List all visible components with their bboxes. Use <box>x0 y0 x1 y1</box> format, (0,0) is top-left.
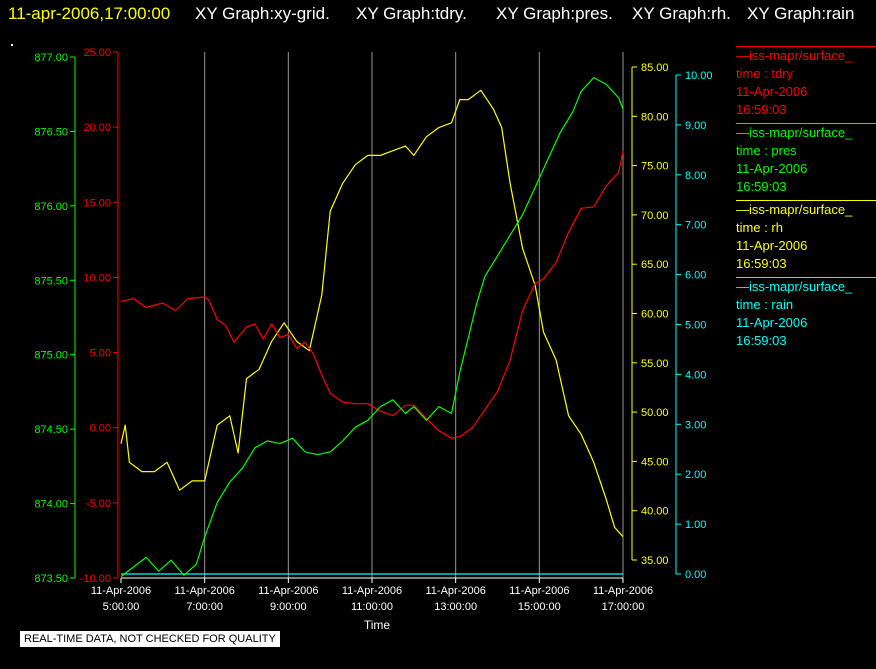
rain-tick-label: 1.00 <box>685 519 706 531</box>
rain-tick-label: 2.00 <box>685 469 706 481</box>
legend-series-date: 11-Apr-2006 <box>736 315 808 330</box>
graph-name-rain: XY Graph:rain <box>747 4 855 23</box>
rain-tick-label: 10.00 <box>685 70 713 82</box>
rain-tick-label: 5.00 <box>685 320 706 332</box>
legend-item-rain[interactable]: —iss-mapr/surface_ time : rain 11-Apr-20… <box>736 277 876 350</box>
legend-item-tdry[interactable]: —iss-mapr/surface_ time : tdry 11-Apr-20… <box>736 46 876 119</box>
rain-tick-label: 4.00 <box>685 369 706 381</box>
tdry-tick-label: 20.00 <box>83 122 111 134</box>
legend-series-name: —iss-mapr/surface_ <box>736 202 853 217</box>
pres-tick-label: 875.50 <box>34 275 68 287</box>
legend: —iss-mapr/surface_ time : tdry 11-Apr-20… <box>736 46 876 354</box>
rh-tick-label: 75.00 <box>641 161 669 173</box>
x-tick-date-label: 11-Apr-2006 <box>593 585 653 597</box>
x-tick-date-label: 11-Apr-2006 <box>91 585 151 597</box>
legend-series-time: 16:59:03 <box>736 179 787 194</box>
graph-name-pres: XY Graph:pres. <box>496 4 613 23</box>
tdry-series-line <box>120 151 624 439</box>
rain-tick-label: 3.00 <box>685 419 706 431</box>
rh-tick-label: 50.00 <box>641 407 669 419</box>
x-tick-date-label: 11-Apr-2006 <box>425 585 485 597</box>
pres-tick-label: 874.00 <box>34 499 68 511</box>
rh-tick-label: 45.00 <box>641 456 669 468</box>
rain-tick-label: 6.00 <box>685 270 706 282</box>
x-tick-time-label: 7:00:00 <box>186 601 223 613</box>
graph-name-xy-grid: XY Graph:xy-grid. <box>195 4 330 23</box>
rh-tick-label: 55.00 <box>641 358 669 370</box>
pres-tick-label: 873.50 <box>34 573 68 585</box>
legend-series-var: time : rain <box>736 297 794 312</box>
legend-series-name: —iss-mapr/surface_ <box>736 125 853 140</box>
x-tick-date-label: 11-Apr-2006 <box>174 585 234 597</box>
tdry-tick-label: 25.00 <box>83 47 111 59</box>
rh-tick-label: 60.00 <box>641 309 669 321</box>
x-tick-time-label: 15:00:00 <box>518 601 561 613</box>
legend-series-date: 11-Apr-2006 <box>736 84 808 99</box>
pres-tick-label: 877.00 <box>34 52 68 64</box>
x-tick-time-label: 11:00:00 <box>351 601 393 613</box>
graph-name-rh: XY Graph:rh. <box>632 4 731 23</box>
legend-series-var: time : pres <box>736 143 797 158</box>
tdry-tick-label: 0.00 <box>90 423 111 435</box>
rain-tick-label: 0.00 <box>685 569 706 581</box>
tdry-tick-label: -5.00 <box>86 498 111 510</box>
x-tick-date-label: 11-Apr-2006 <box>258 585 318 597</box>
rh-tick-label: 40.00 <box>641 506 669 518</box>
pres-series-line <box>120 76 624 578</box>
legend-series-date: 11-Apr-2006 <box>736 161 808 176</box>
rh-tick-label: 85.00 <box>641 62 669 74</box>
tdry-tick-label: 15.00 <box>83 197 111 209</box>
x-tick-date-label: 11-Apr-2006 <box>509 585 569 597</box>
legend-item-rh[interactable]: —iss-mapr/surface_ time : rh 11-Apr-2006… <box>736 200 876 273</box>
legend-series-name: —iss-mapr/surface_ <box>736 279 853 294</box>
pres-tick-label: 874.50 <box>34 424 68 436</box>
x-tick-time-label: 13:00:00 <box>434 601 477 613</box>
header-marker-dot <box>11 44 13 46</box>
x-tick-time-label: 17:00:00 <box>602 601 645 613</box>
rh-tick-label: 35.00 <box>641 555 669 567</box>
legend-series-time: 16:59:03 <box>736 256 787 271</box>
x-tick-time-label: 9:00:00 <box>270 601 307 613</box>
legend-series-time: 16:59:03 <box>736 333 787 348</box>
graph-name-tdry: XY Graph:tdry. <box>356 4 467 23</box>
x-tick-date-label: 11-Apr-2006 <box>342 585 402 597</box>
rain-tick-label: 8.00 <box>685 170 706 182</box>
x-axis-title: Time <box>364 618 391 632</box>
legend-series-time: 16:59:03 <box>736 102 787 117</box>
legend-series-name: —iss-mapr/surface_ <box>736 48 853 63</box>
x-tick-time-label: 5:00:00 <box>103 601 140 613</box>
pres-tick-label: 875.00 <box>34 350 68 362</box>
legend-series-date: 11-Apr-2006 <box>736 238 808 253</box>
rh-tick-label: 70.00 <box>641 210 669 222</box>
rain-tick-label: 7.00 <box>685 220 706 232</box>
timestamp: 11-apr-2006,17:00:00 <box>8 4 171 23</box>
header-bar: 11-apr-2006,17:00:00 XY Graph:xy-grid. X… <box>0 0 876 30</box>
rain-tick-label: 9.00 <box>685 120 706 132</box>
rh-series-line <box>120 89 624 538</box>
tdry-tick-label: 5.00 <box>90 348 111 360</box>
legend-series-var: time : rh <box>736 220 783 235</box>
pres-tick-label: 876.00 <box>34 201 68 213</box>
rh-tick-label: 65.00 <box>641 259 669 271</box>
quality-warning-note: REAL-TIME DATA, NOT CHECKED FOR QUALITY <box>20 631 280 647</box>
legend-item-pres[interactable]: —iss-mapr/surface_ time : pres 11-Apr-20… <box>736 123 876 196</box>
legend-series-var: time : tdry <box>736 66 794 81</box>
rh-tick-label: 80.00 <box>641 111 669 123</box>
pres-tick-label: 876.50 <box>34 126 68 138</box>
tdry-tick-label: -10.00 <box>80 573 111 585</box>
tdry-tick-label: 10.00 <box>83 272 111 284</box>
